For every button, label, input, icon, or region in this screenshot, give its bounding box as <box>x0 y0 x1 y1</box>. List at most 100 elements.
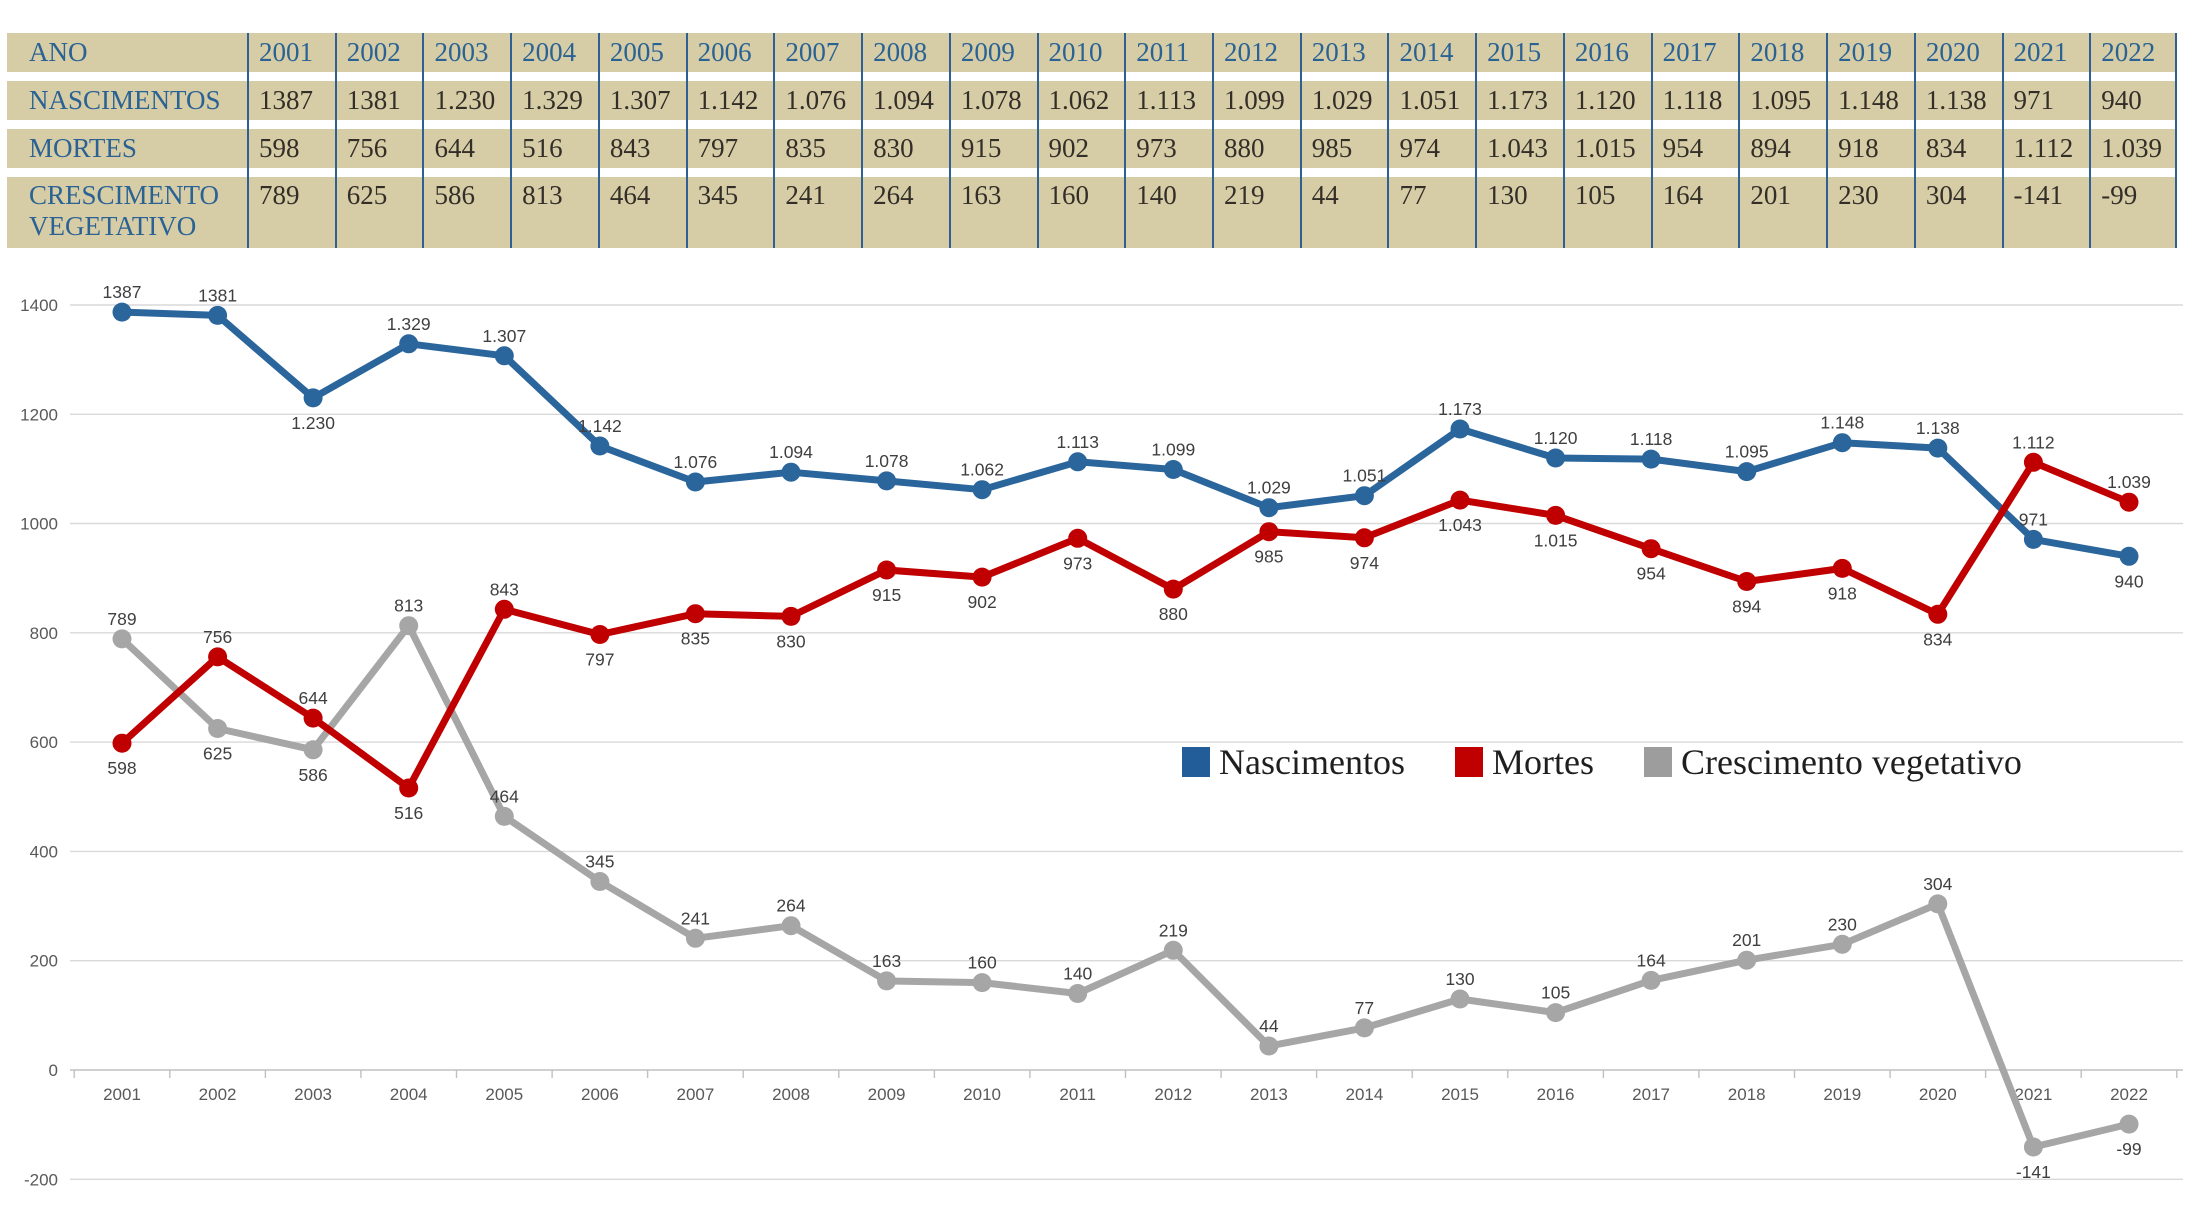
data-point <box>2023 452 2043 472</box>
table-value-cell: 1.138 <box>1915 81 2002 120</box>
data-table: ANO NASCIMENTOS MORTES CRESCIMENTO VEGETATI… <box>7 33 2177 248</box>
data-point <box>877 471 897 491</box>
data-label: 1.142 <box>578 416 622 436</box>
table-value-cell: 789 <box>249 177 335 248</box>
data-point <box>112 629 132 649</box>
table-value-cell: 1.118 <box>1652 81 1739 120</box>
data-point <box>1832 433 1852 453</box>
table-value-cell: 1.078 <box>950 81 1037 120</box>
data-point <box>1546 1003 1566 1023</box>
data-point <box>1641 970 1661 990</box>
table-value-cell: 140 <box>1126 177 1212 248</box>
table-year-column: 2003 1.230 644 586 <box>422 33 511 248</box>
table-value-cell: 1.307 <box>599 81 686 120</box>
data-point <box>1546 448 1566 468</box>
data-label: 756 <box>203 627 232 647</box>
table-value-cell: 1.043 <box>1477 129 1563 168</box>
table-value-cell: 985 <box>1301 129 1388 168</box>
data-point <box>972 973 992 993</box>
table-value-cell: 880 <box>1213 129 1300 168</box>
data-point <box>1641 449 1661 469</box>
legend-swatch-crescimento-icon <box>1643 747 1672 777</box>
x-axis-label: 2003 <box>294 1085 332 1104</box>
y-axis-label: 1200 <box>20 405 58 424</box>
x-axis-label: 2011 <box>1059 1085 1096 1104</box>
table-value-cell: -141 <box>2003 177 2090 248</box>
table-header-cell: 2004 <box>512 33 598 72</box>
table-value-cell: 304 <box>1915 177 2002 248</box>
data-label: 140 <box>1063 964 1092 984</box>
data-point <box>399 778 419 798</box>
table-value-cell: 1.094 <box>863 81 949 120</box>
table-value-cell: 219 <box>1213 177 1300 248</box>
table-year-column: 2013 1.029 985 44 <box>1299 33 1388 248</box>
table-value-cell: 241 <box>775 177 862 248</box>
data-label: 1.094 <box>769 442 813 462</box>
table-value-cell: 1.148 <box>1828 81 1914 120</box>
x-axis-label: 2018 <box>1728 1085 1766 1104</box>
data-point <box>399 616 419 636</box>
table-value-cell: 756 <box>336 129 423 168</box>
data-point <box>2119 492 2139 512</box>
y-axis-label: -200 <box>24 1170 58 1189</box>
table-year-column: 2005 1.307 843 464 <box>597 33 686 248</box>
table-year-column: 2004 1.329 516 813 <box>510 33 598 248</box>
data-point <box>1068 984 1088 1003</box>
data-label: 163 <box>872 951 901 971</box>
data-label: 1.113 <box>1056 432 1099 452</box>
table-year-column: 2020 1.138 834 304 <box>1913 33 2002 248</box>
data-point <box>208 305 228 325</box>
data-point <box>1832 934 1852 954</box>
table-value-cell: 1.142 <box>687 81 774 120</box>
table-value-cell: 971 <box>2003 81 2090 120</box>
table-value-cell: 160 <box>1038 177 1125 248</box>
data-point <box>1450 989 1470 1009</box>
data-label: 219 <box>1159 920 1188 940</box>
table-year-column: 2015 1.173 1.043 130 <box>1475 33 1563 248</box>
x-axis-label: 2019 <box>1823 1085 1861 1104</box>
table-value-cell: 797 <box>687 129 774 168</box>
x-axis-label: 2009 <box>868 1085 906 1104</box>
table-value-cell: 1.099 <box>1213 81 1300 120</box>
data-point <box>1832 558 1852 578</box>
data-label: 345 <box>585 852 614 872</box>
data-label: 130 <box>1445 969 1474 989</box>
data-label: 918 <box>1828 583 1857 603</box>
data-label: 1.173 <box>1438 399 1482 419</box>
x-axis-label: 2015 <box>1441 1085 1479 1104</box>
table-year-column: 2016 1.120 1.015 105 <box>1562 33 1651 248</box>
table-value-cell: 813 <box>512 177 598 248</box>
y-axis-label: 0 <box>49 1061 58 1080</box>
data-point <box>972 480 992 500</box>
x-axis-label: 2014 <box>1345 1085 1383 1104</box>
data-point <box>2023 529 2043 549</box>
table-value-cell: 1.039 <box>2091 129 2175 168</box>
data-label: 973 <box>1063 553 1092 573</box>
table-header-cell: 2001 <box>249 33 335 72</box>
data-label: 894 <box>1732 597 1761 617</box>
data-point <box>781 606 801 626</box>
y-axis-label: 800 <box>30 624 58 643</box>
table-year-column: 2009 1.078 915 163 <box>948 33 1037 248</box>
table-value-cell: 44 <box>1301 177 1388 248</box>
data-label: 954 <box>1636 564 1665 584</box>
data-label: 1.015 <box>1534 530 1578 550</box>
data-label: 1387 <box>103 282 142 302</box>
data-point <box>781 916 801 936</box>
data-label: 1.307 <box>482 326 526 346</box>
data-point <box>208 647 228 667</box>
table-value-cell: 598 <box>249 129 335 168</box>
data-label: 1.120 <box>1534 428 1578 448</box>
x-axis-label: 2004 <box>390 1085 428 1104</box>
data-point <box>1450 419 1470 439</box>
table-value-cell: 163 <box>950 177 1037 248</box>
x-axis-label: 2006 <box>581 1085 619 1104</box>
table-value-cell: 164 <box>1652 177 1739 248</box>
table-value-cell: 644 <box>424 129 511 168</box>
data-label: 1.039 <box>2107 472 2151 492</box>
data-label: 974 <box>1350 553 1379 573</box>
table-year-column: 2022 940 1.039 -99 <box>2089 33 2177 248</box>
table-value-cell: 1387 <box>249 81 335 120</box>
table-header-cell: 2006 <box>687 33 774 72</box>
x-axis-label: 2013 <box>1250 1085 1288 1104</box>
